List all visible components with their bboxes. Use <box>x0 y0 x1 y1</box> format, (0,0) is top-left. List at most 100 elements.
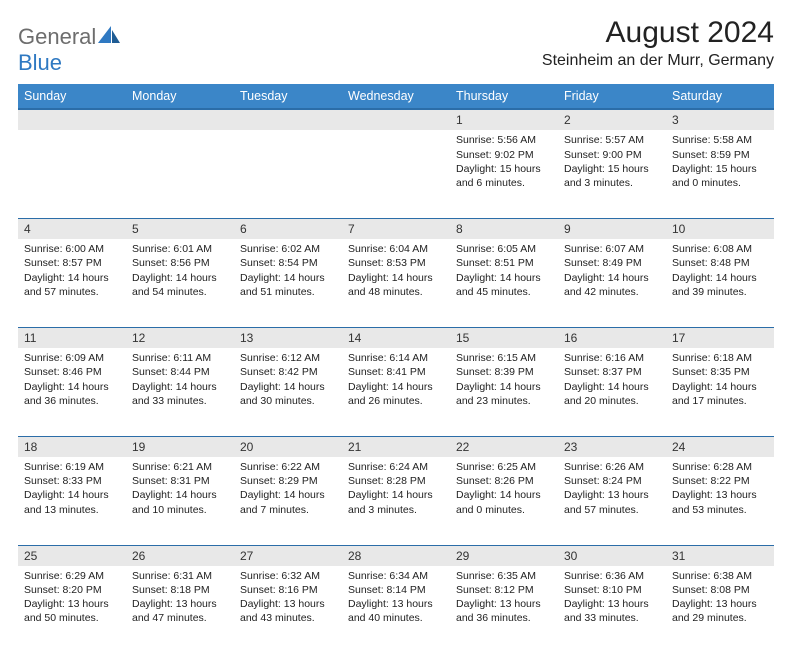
day-number: 4 <box>18 219 126 239</box>
day-detail-line: Sunset: 8:29 PM <box>240 474 336 488</box>
day-number: 10 <box>666 219 774 239</box>
day-detail-line: and 50 minutes. <box>24 611 120 625</box>
day-detail-line: and 48 minutes. <box>348 285 444 299</box>
day-detail-line: and 40 minutes. <box>348 611 444 625</box>
day-details: Sunrise: 6:11 AMSunset: 8:44 PMDaylight:… <box>126 348 234 414</box>
day-details: Sunrise: 6:05 AMSunset: 8:51 PMDaylight:… <box>450 239 558 305</box>
brand-name-gray: General <box>18 24 96 49</box>
day-detail-line: Daylight: 13 hours <box>672 488 768 502</box>
day-detail-line: Daylight: 14 hours <box>348 271 444 285</box>
day-detail-line: Sunrise: 6:31 AM <box>132 569 228 583</box>
day-body-cell: Sunrise: 6:15 AMSunset: 8:39 PMDaylight:… <box>450 348 558 436</box>
day-details: Sunrise: 6:16 AMSunset: 8:37 PMDaylight:… <box>558 348 666 414</box>
day-body-cell: Sunrise: 6:24 AMSunset: 8:28 PMDaylight:… <box>342 457 450 545</box>
day-detail-line: Sunrise: 6:07 AM <box>564 242 660 256</box>
week-daynum-row: 25262728293031 <box>18 545 774 566</box>
day-number-cell: 3 <box>666 109 774 130</box>
day-number: 22 <box>450 437 558 457</box>
day-detail-line: Sunrise: 6:16 AM <box>564 351 660 365</box>
week-body-row: Sunrise: 6:09 AMSunset: 8:46 PMDaylight:… <box>18 348 774 436</box>
day-detail-line: Sunrise: 6:15 AM <box>456 351 552 365</box>
day-detail-line: Sunset: 8:57 PM <box>24 256 120 270</box>
day-body-cell: Sunrise: 5:57 AMSunset: 9:00 PMDaylight:… <box>558 130 666 218</box>
day-details: Sunrise: 6:34 AMSunset: 8:14 PMDaylight:… <box>342 566 450 632</box>
day-body-cell: Sunrise: 6:28 AMSunset: 8:22 PMDaylight:… <box>666 457 774 545</box>
day-body-cell: Sunrise: 6:09 AMSunset: 8:46 PMDaylight:… <box>18 348 126 436</box>
day-number: 25 <box>18 546 126 566</box>
day-detail-line: Sunset: 8:41 PM <box>348 365 444 379</box>
day-body-cell: Sunrise: 6:29 AMSunset: 8:20 PMDaylight:… <box>18 566 126 654</box>
day-detail-line: Daylight: 14 hours <box>132 488 228 502</box>
day-number-cell: 6 <box>234 218 342 239</box>
day-detail-line: Sunset: 8:49 PM <box>564 256 660 270</box>
brand-name-blue: Blue <box>18 50 62 75</box>
day-number: 6 <box>234 219 342 239</box>
day-number <box>234 110 342 128</box>
day-details: Sunrise: 6:24 AMSunset: 8:28 PMDaylight:… <box>342 457 450 523</box>
day-header: Friday <box>558 84 666 109</box>
day-details <box>126 130 234 139</box>
day-number-cell: 7 <box>342 218 450 239</box>
week-daynum-row: 45678910 <box>18 218 774 239</box>
calendar-table: SundayMondayTuesdayWednesdayThursdayFrid… <box>18 84 774 654</box>
day-detail-line: Sunrise: 6:35 AM <box>456 569 552 583</box>
day-number: 27 <box>234 546 342 566</box>
day-detail-line: Daylight: 14 hours <box>456 271 552 285</box>
day-detail-line: Daylight: 14 hours <box>240 271 336 285</box>
day-number-cell: 27 <box>234 545 342 566</box>
day-detail-line: Sunrise: 6:05 AM <box>456 242 552 256</box>
day-detail-line: Sunset: 8:42 PM <box>240 365 336 379</box>
day-detail-line: Sunset: 8:53 PM <box>348 256 444 270</box>
day-number: 31 <box>666 546 774 566</box>
day-detail-line: Daylight: 14 hours <box>348 380 444 394</box>
day-detail-line: Sunrise: 6:18 AM <box>672 351 768 365</box>
day-details: Sunrise: 6:07 AMSunset: 8:49 PMDaylight:… <box>558 239 666 305</box>
day-number-cell: 26 <box>126 545 234 566</box>
week-body-row: Sunrise: 5:56 AMSunset: 9:02 PMDaylight:… <box>18 130 774 218</box>
week-body-row: Sunrise: 6:19 AMSunset: 8:33 PMDaylight:… <box>18 457 774 545</box>
day-body-cell: Sunrise: 6:05 AMSunset: 8:51 PMDaylight:… <box>450 239 558 327</box>
day-detail-line: Daylight: 13 hours <box>564 488 660 502</box>
day-detail-line: Sunset: 9:00 PM <box>564 148 660 162</box>
day-detail-line: Sunrise: 5:58 AM <box>672 133 768 147</box>
day-number-cell: 2 <box>558 109 666 130</box>
day-detail-line: and 57 minutes. <box>24 285 120 299</box>
day-number-cell: 10 <box>666 218 774 239</box>
day-detail-line: Sunset: 9:02 PM <box>456 148 552 162</box>
day-number <box>18 110 126 128</box>
day-number: 18 <box>18 437 126 457</box>
day-detail-line: and 33 minutes. <box>132 394 228 408</box>
day-number-cell: 24 <box>666 436 774 457</box>
day-detail-line: Sunset: 8:16 PM <box>240 583 336 597</box>
day-details: Sunrise: 6:18 AMSunset: 8:35 PMDaylight:… <box>666 348 774 414</box>
day-number-cell: 29 <box>450 545 558 566</box>
day-number: 11 <box>18 328 126 348</box>
day-number: 2 <box>558 110 666 130</box>
day-number-cell: 20 <box>234 436 342 457</box>
day-detail-line: Sunset: 8:26 PM <box>456 474 552 488</box>
day-detail-line: and 6 minutes. <box>456 176 552 190</box>
day-details: Sunrise: 6:15 AMSunset: 8:39 PMDaylight:… <box>450 348 558 414</box>
brand-sail-icon <box>98 24 120 50</box>
week-body-row: Sunrise: 6:29 AMSunset: 8:20 PMDaylight:… <box>18 566 774 654</box>
day-detail-line: Daylight: 14 hours <box>132 380 228 394</box>
day-number: 28 <box>342 546 450 566</box>
day-number: 12 <box>126 328 234 348</box>
day-detail-line: Daylight: 14 hours <box>24 488 120 502</box>
day-number-cell <box>126 109 234 130</box>
day-body-cell: Sunrise: 6:26 AMSunset: 8:24 PMDaylight:… <box>558 457 666 545</box>
day-detail-line: Daylight: 13 hours <box>24 597 120 611</box>
day-body-cell <box>342 130 450 218</box>
day-detail-line: Sunrise: 6:01 AM <box>132 242 228 256</box>
day-detail-line: and 47 minutes. <box>132 611 228 625</box>
day-detail-line: Sunrise: 6:34 AM <box>348 569 444 583</box>
day-body-cell: Sunrise: 6:25 AMSunset: 8:26 PMDaylight:… <box>450 457 558 545</box>
day-detail-line: Sunrise: 6:38 AM <box>672 569 768 583</box>
day-detail-line: and 29 minutes. <box>672 611 768 625</box>
day-details: Sunrise: 6:38 AMSunset: 8:08 PMDaylight:… <box>666 566 774 632</box>
day-detail-line: Sunset: 8:59 PM <box>672 148 768 162</box>
day-detail-line: and 39 minutes. <box>672 285 768 299</box>
week-daynum-row: 11121314151617 <box>18 327 774 348</box>
day-number: 26 <box>126 546 234 566</box>
day-details: Sunrise: 6:35 AMSunset: 8:12 PMDaylight:… <box>450 566 558 632</box>
